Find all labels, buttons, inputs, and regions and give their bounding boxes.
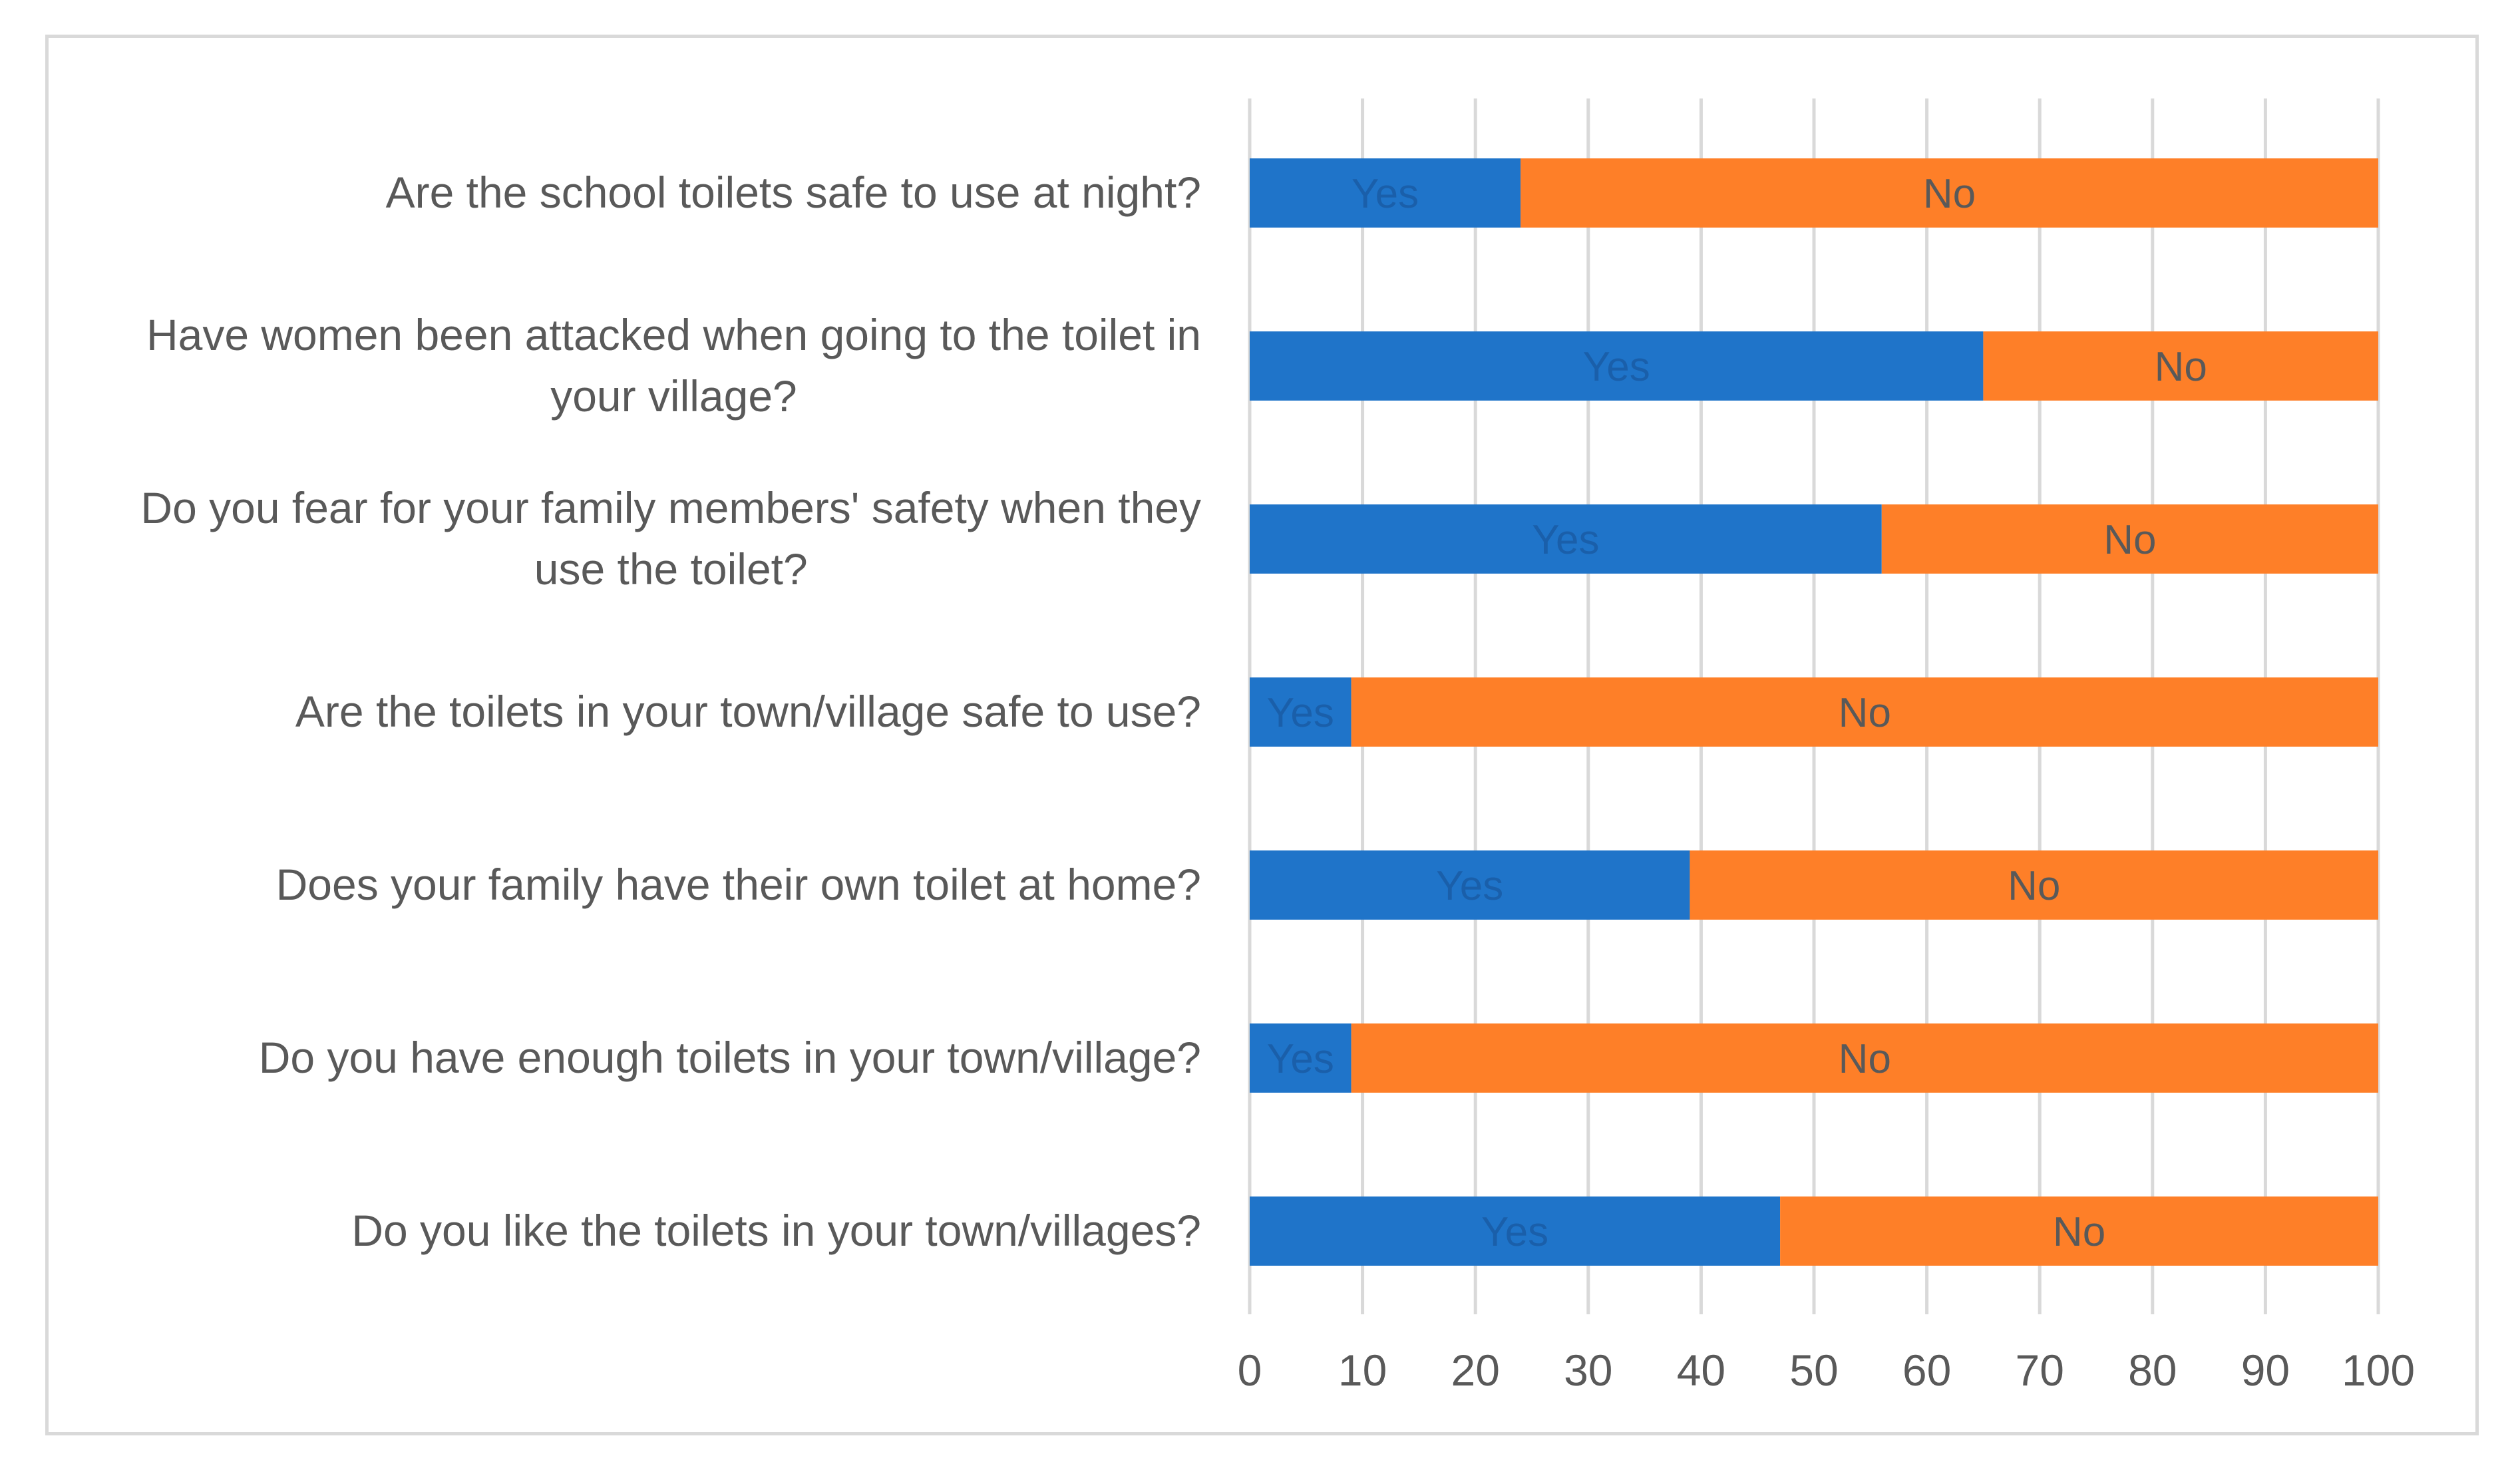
bar-no-1	[1521, 158, 2378, 228]
category-label-6: Do you have enough toilets in your town/…	[259, 1033, 1201, 1082]
x-tick-label-80: 80	[2128, 1346, 2177, 1395]
bar-no-7	[1780, 1196, 2378, 1266]
bar-label-yes-6: Yes	[1267, 1036, 1334, 1082]
x-tick-label-100: 100	[2342, 1346, 2415, 1395]
category-label-7: Do you like the toilets in your town/vil…	[351, 1206, 1201, 1255]
bar-label-yes-5: Yes	[1436, 863, 1503, 909]
category-labels: Are the school toilets safe to use at ni…	[140, 168, 1201, 1255]
bar-yes-2	[1250, 331, 1984, 401]
bar-no-3	[1881, 504, 2378, 574]
category-label-line: Are the toilets in your town/village saf…	[295, 687, 1201, 736]
category-label-line: Does your family have their own toilet a…	[276, 860, 1201, 909]
category-label-2: Have women been attacked when going to t…	[146, 310, 1201, 421]
bar-no-4	[1351, 677, 2378, 747]
bar-no-5	[1690, 850, 2378, 920]
x-axis-tick-labels: 0 10 20 30 40 50 60 70 80 90 100	[1238, 1346, 2415, 1395]
x-tick-label-70: 70	[2015, 1346, 2064, 1395]
bar-yes-1	[1250, 158, 1521, 228]
category-label-line: Do you have enough toilets in your town/…	[259, 1033, 1201, 1082]
x-tick-label-60: 60	[1902, 1346, 1951, 1395]
bar-label-yes-3: Yes	[1532, 517, 1599, 563]
category-label-line: Have women been attacked when going to t…	[146, 310, 1201, 359]
bar-yes-5	[1250, 850, 1690, 920]
category-label-line: your village?	[550, 371, 797, 421]
x-tick-label-40: 40	[1677, 1346, 1725, 1395]
category-label-5: Does your family have their own toilet a…	[276, 860, 1201, 909]
bar-label-no-4: No	[1839, 690, 1891, 736]
x-tick-label-20: 20	[1451, 1346, 1499, 1395]
bar-label-yes-4: Yes	[1267, 690, 1334, 736]
bar-label-no-5: No	[2008, 863, 2060, 909]
category-label-line: Are the school toilets safe to use at ni…	[386, 168, 1201, 217]
bar-label-no-1: No	[1923, 171, 1976, 217]
bar-yes-3	[1250, 504, 1882, 574]
x-tick-label-0: 0	[1238, 1346, 1262, 1395]
bar-no-6	[1351, 1023, 2378, 1093]
x-tick-label-90: 90	[2241, 1346, 2290, 1395]
bar-yes-7	[1250, 1196, 1781, 1266]
category-label-line: Do you fear for your family members' saf…	[140, 483, 1201, 532]
x-tick-label-50: 50	[1789, 1346, 1838, 1395]
category-label-4: Are the toilets in your town/village saf…	[295, 687, 1201, 736]
category-label-1: Are the school toilets safe to use at ni…	[386, 168, 1201, 217]
bar-label-yes-2: Yes	[1583, 344, 1650, 390]
bar-yes-6	[1250, 1023, 1351, 1093]
bar-label-no-6: No	[1839, 1036, 1891, 1082]
category-label-line: Do you like the toilets in your town/vil…	[351, 1206, 1201, 1255]
bar-label-no-3: No	[2103, 517, 2156, 563]
category-label-line: use the toilet?	[534, 544, 808, 594]
bar-label-yes-7: Yes	[1481, 1209, 1548, 1255]
bar-label-no-7: No	[2053, 1209, 2105, 1255]
category-label-3: Do you fear for your family members' saf…	[140, 483, 1201, 594]
bars: Yes No Yes No Yes No Yes No Yes No Yes No Yes No	[1250, 158, 2378, 1266]
bar-yes-4	[1250, 677, 1351, 747]
bar-label-no-2: No	[2155, 344, 2207, 390]
bar-label-yes-1: Yes	[1351, 171, 1419, 217]
x-tick-label-10: 10	[1338, 1346, 1387, 1395]
x-tick-label-30: 30	[1564, 1346, 1612, 1395]
bar-no-2	[1983, 331, 2378, 401]
